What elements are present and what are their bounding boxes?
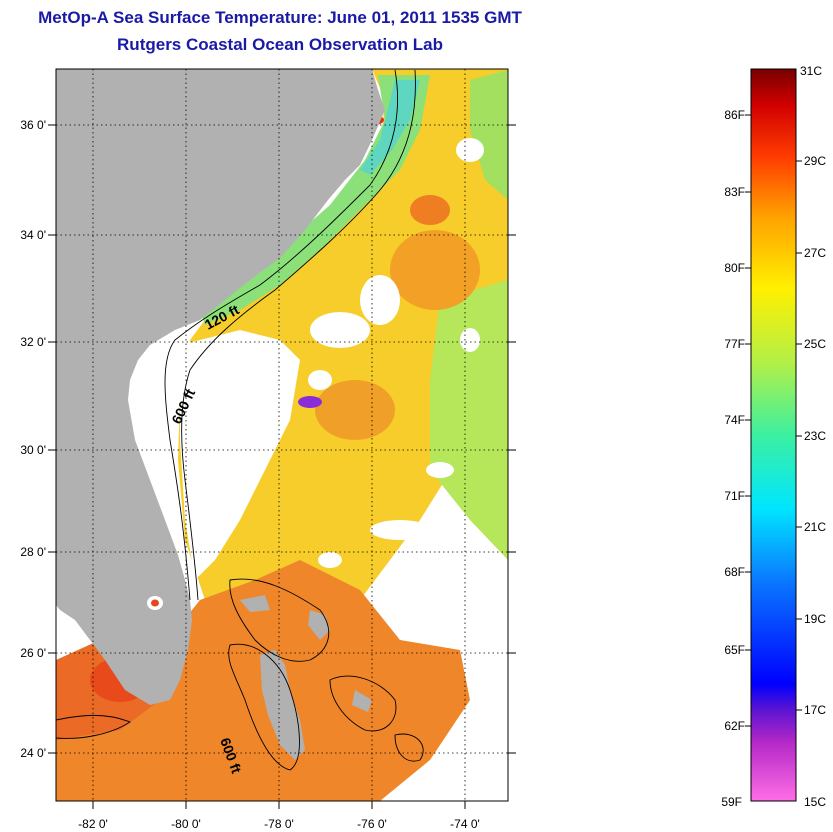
colorbar-c-label: 23C [804, 429, 826, 443]
map-plot-area [56, 69, 508, 801]
colorbar-ticks [745, 114, 802, 727]
lat-tick-label: 34 0' [20, 228, 46, 242]
land-us-coast [56, 69, 385, 705]
colorbar-f-label: 77F [724, 337, 745, 351]
lat-tick-label: 28 0' [20, 545, 46, 559]
colorbar-c-label: 27C [804, 246, 826, 260]
lon-tick-label: -78 0' [264, 817, 294, 831]
lon-tick-label: -80 0' [171, 817, 201, 831]
sst-warm-patch [315, 380, 395, 440]
map-subtitle: Rutgers Coastal Ocean Observation Lab [117, 35, 443, 54]
lat-tick-label: 24 0' [20, 746, 46, 760]
map-ticks [48, 124, 516, 809]
colorbar-celsius-labels: 31C 29C 27C 25C 23C 21C 19C 17C 15C [800, 64, 826, 809]
land-bahamas [260, 650, 305, 760]
sst-green-east2 [470, 70, 508, 200]
lon-tick-label: -76 0' [357, 817, 387, 831]
bathymetry-contours [56, 69, 424, 771]
lon-axis-labels: -82 0' -80 0' -78 0' -76 0' -74 0' [78, 817, 480, 831]
colorbar-c-label: 31C [800, 64, 822, 78]
temperature-colorbar [750, 68, 797, 802]
colorbar-f-label: 86F [724, 108, 745, 122]
sst-green-east [430, 280, 508, 560]
lat-tick-label: 32 0' [20, 335, 46, 349]
colorbar-f-label: 65F [724, 643, 745, 657]
lon-tick-label: -74 0' [450, 817, 480, 831]
map-title: MetOp-A Sea Surface Temperature: June 01… [38, 8, 522, 27]
sst-cyan-nearshore [360, 80, 420, 175]
lat-tick-label: 30 0' [20, 443, 46, 457]
cloud-patches [180, 138, 484, 580]
colorbar-fahrenheit-labels: 86F 83F 80F 77F 74F 71F 68F 65F 62F 59F [721, 108, 745, 809]
colorbar-f-label: 80F [724, 261, 745, 275]
colorbar-f-label: 62F [724, 719, 745, 733]
lon-tick-label: -82 0' [78, 817, 108, 831]
colorbar-c-label: 17C [804, 703, 826, 717]
land-bahamas [352, 690, 372, 712]
colorbar-c-label: 25C [804, 337, 826, 351]
sst-warm-patch [390, 230, 480, 310]
colorbar-c-label: 15C [804, 795, 826, 809]
map-frame [55, 68, 509, 802]
sst-warm-patch [410, 195, 450, 225]
colorbar-f-label: 71F [724, 489, 745, 503]
colorbar-c-label: 21C [804, 520, 826, 534]
colorbar-f-label: 68F [724, 565, 745, 579]
lat-tick-label: 26 0' [20, 646, 46, 660]
colorbar-c-label: 19C [804, 612, 826, 626]
colorbar-c-label: 29C [804, 154, 826, 168]
lat-tick-label: 36 0' [20, 118, 46, 132]
lat-axis-labels: 24 0' 26 0' 28 0' 30 0' 32 0' 34 0' 36 0… [20, 118, 46, 760]
colorbar-f-label: 74F [724, 413, 745, 427]
colorbar-f-label: 83F [724, 185, 745, 199]
sst-cold-spot [298, 396, 322, 408]
map-grid [56, 69, 508, 801]
lake-okeechobee [151, 599, 159, 607]
colorbar-f-label: 59F [721, 795, 742, 809]
land-bahamas [240, 595, 270, 612]
